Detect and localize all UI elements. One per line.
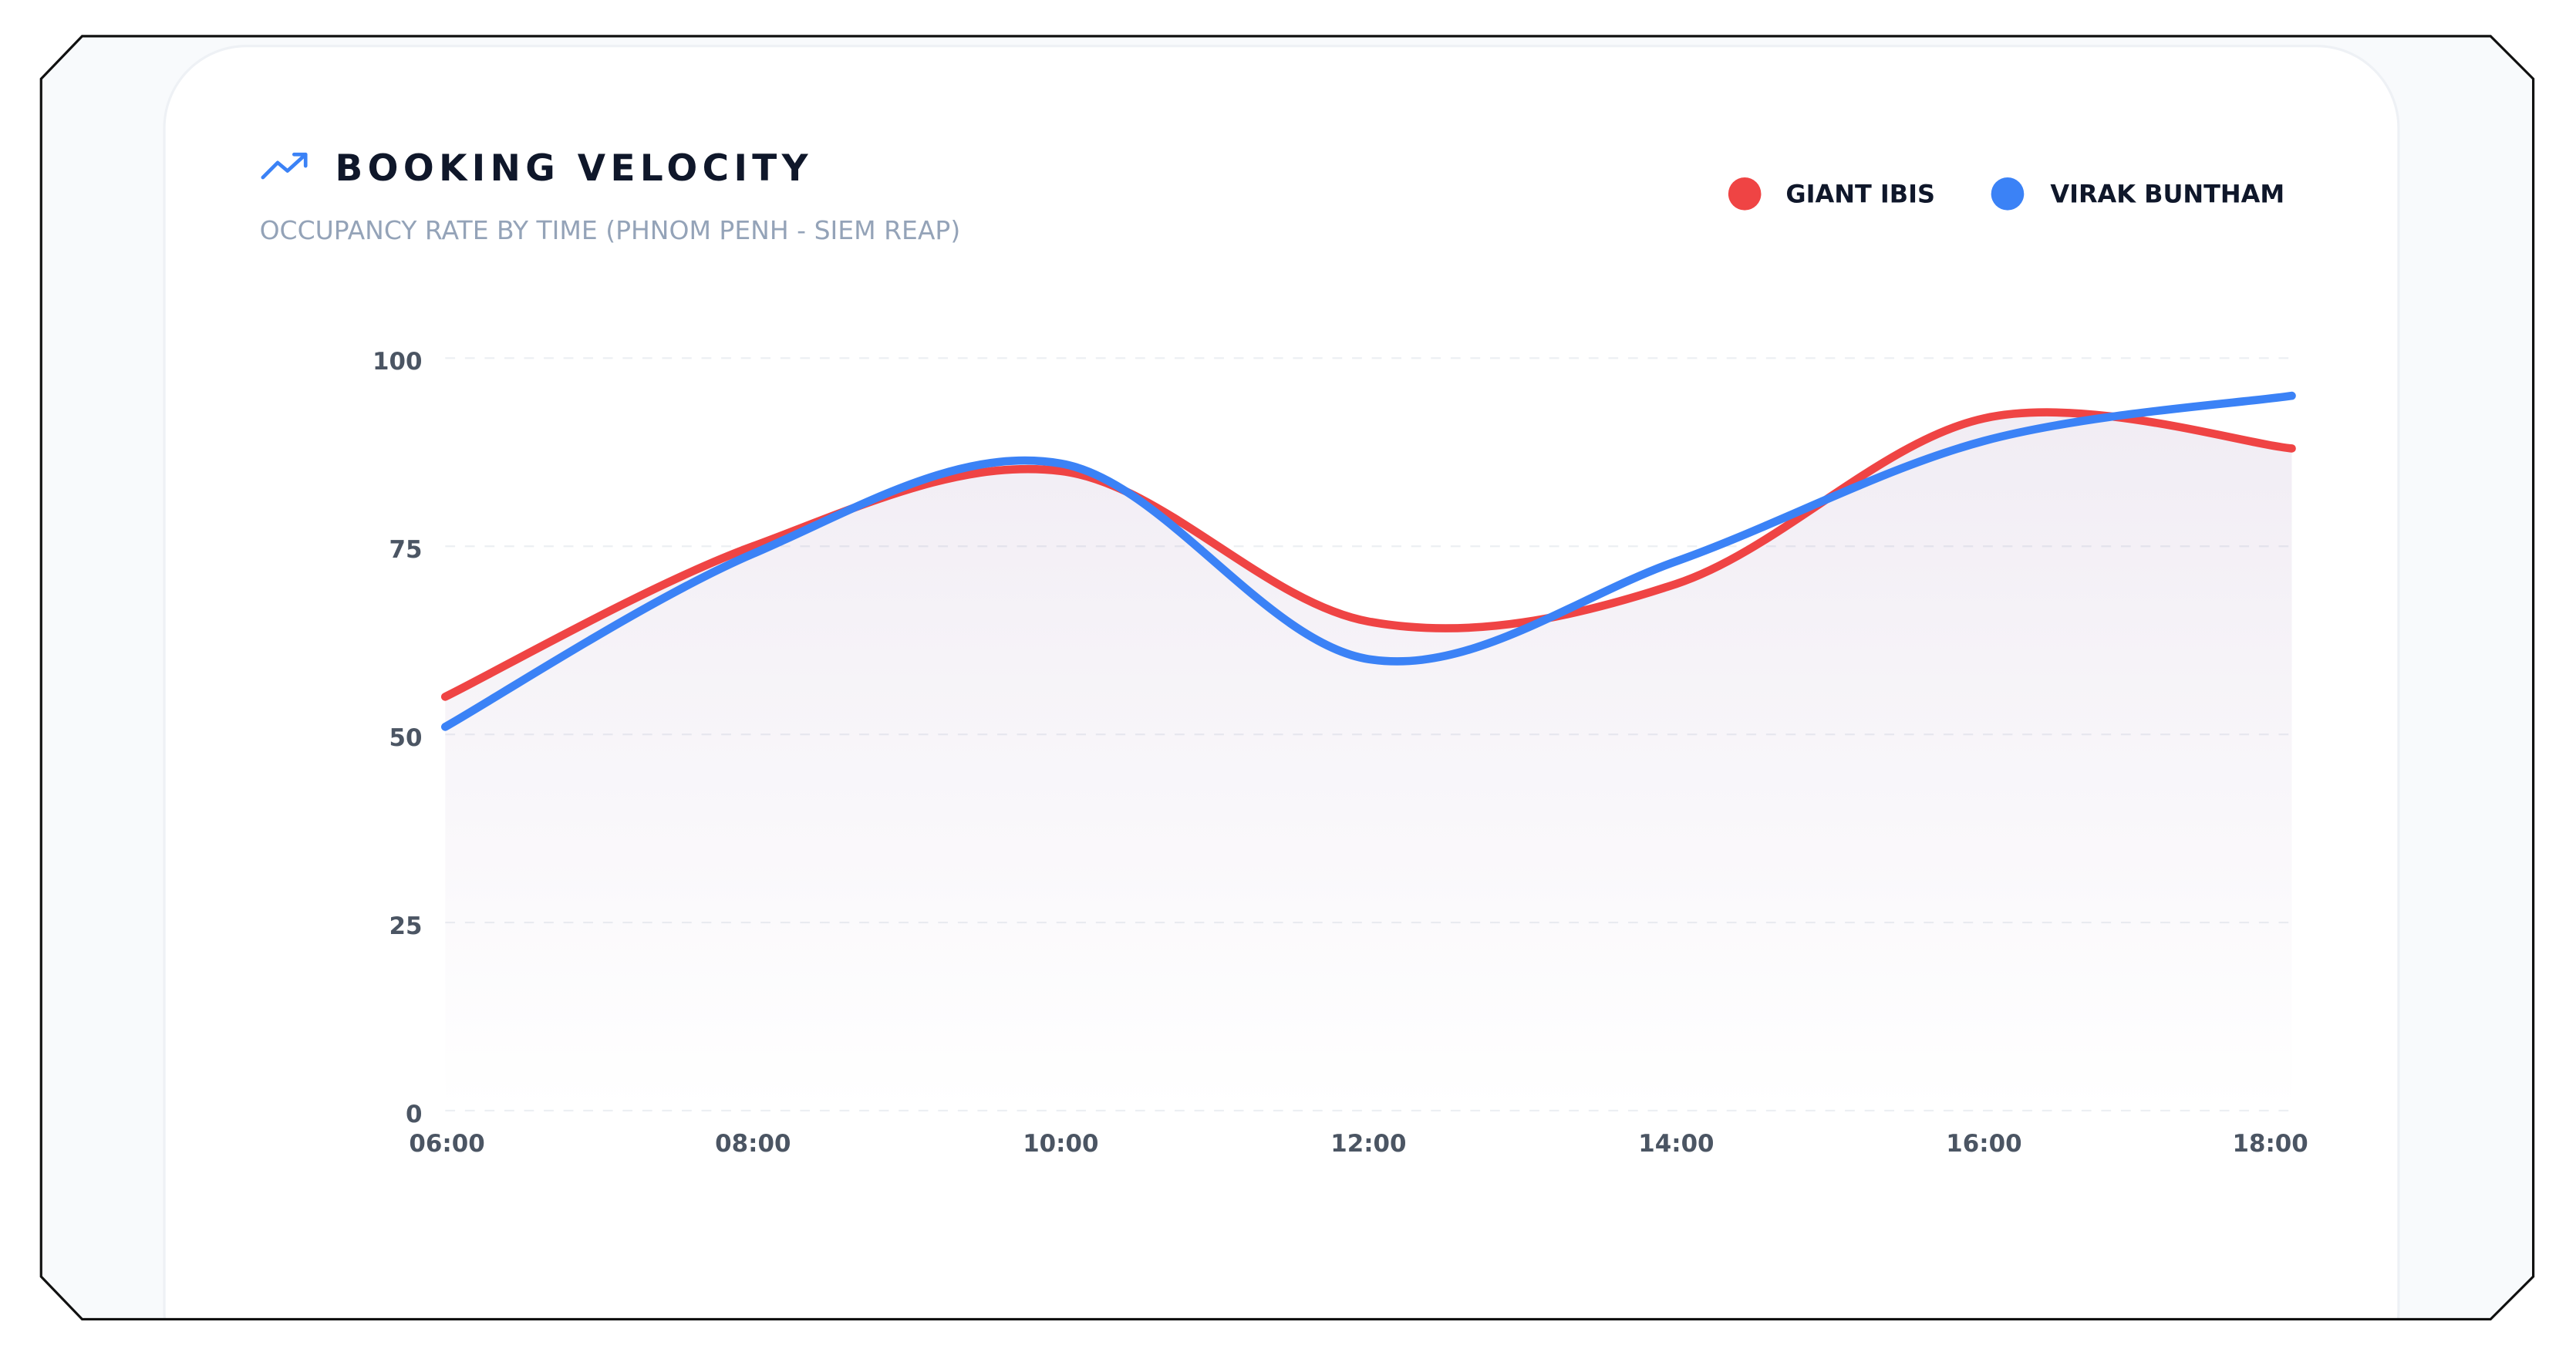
x-tick-label: 06:00	[409, 1130, 484, 1158]
trend-icon-arrow	[292, 152, 308, 168]
chart-subtitle: OCCUPANCY RATE BY TIME (PHNOM PENH - SIE…	[260, 215, 961, 245]
chart-title: BOOKING VELOCITY	[335, 148, 813, 190]
y-tick-label: 100	[373, 348, 422, 376]
legend-marker	[1728, 177, 1762, 211]
trend-icon	[261, 152, 308, 180]
legend-marker	[1991, 177, 2025, 211]
y-tick-label: 75	[389, 536, 422, 564]
x-tick-label: 12:00	[1330, 1130, 1406, 1158]
y-tick-label: 50	[389, 724, 422, 752]
x-tick-label: 10:00	[1023, 1130, 1098, 1158]
y-tick-label: 25	[389, 912, 422, 940]
series-line	[440, 391, 2296, 731]
legend-label: VIRAK BUNTHAM	[2050, 179, 2284, 208]
area-fill	[445, 412, 2292, 1111]
x-tick-label: 08:00	[715, 1130, 791, 1158]
frame-border	[39, 35, 2535, 1321]
legend-label: GIANT IBIS	[1785, 179, 1935, 208]
y-tick-label: 0	[406, 1101, 422, 1128]
x-tick-label: 18:00	[2232, 1130, 2308, 1158]
x-tick-label: 14:00	[1638, 1130, 1714, 1158]
series-line	[440, 408, 2296, 701]
x-tick-label: 16:00	[1946, 1130, 2021, 1158]
